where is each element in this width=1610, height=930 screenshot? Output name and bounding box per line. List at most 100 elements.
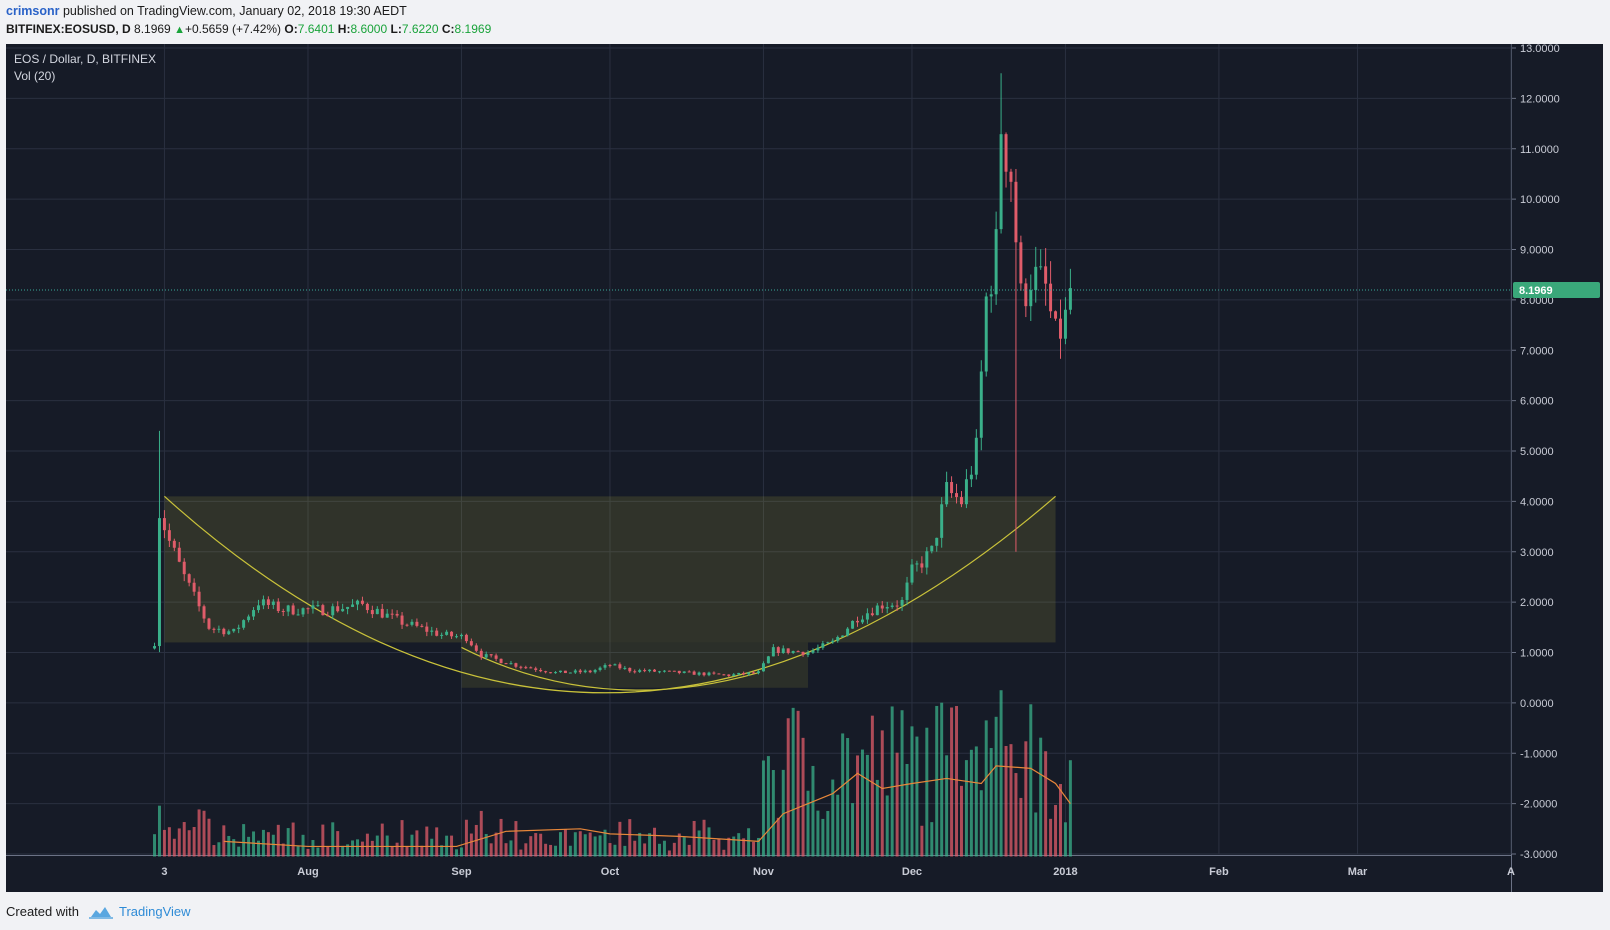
candle-body — [242, 620, 246, 628]
volume-bar — [455, 849, 458, 857]
volume-bar — [360, 841, 364, 857]
volume-bar — [969, 749, 973, 857]
candle-body — [697, 672, 701, 675]
candle-body — [558, 670, 562, 673]
candle-body — [316, 605, 320, 607]
volume-bar — [489, 843, 493, 857]
candle-body — [964, 479, 968, 505]
volume-bar — [563, 828, 567, 857]
volume-bar — [316, 847, 320, 857]
tradingview-logo-icon — [88, 906, 113, 919]
volume-bar — [692, 820, 696, 857]
candle-body — [321, 605, 325, 616]
candle-body — [865, 613, 869, 620]
volume-bar — [613, 844, 617, 857]
volume-bar — [653, 827, 657, 857]
candle-body — [969, 474, 973, 480]
price-tick-label: 5.0000 — [1520, 446, 1554, 458]
volume-bar — [1068, 760, 1072, 857]
volume-bar — [351, 840, 355, 857]
volume-bar — [870, 715, 874, 857]
volume-bar — [603, 829, 607, 857]
candle-body — [771, 647, 775, 657]
candle-body — [1019, 242, 1023, 284]
candle-body — [885, 606, 889, 609]
candle-body — [400, 615, 404, 625]
candle-body — [365, 603, 369, 611]
candle-body — [677, 670, 681, 674]
volume-bar — [1044, 751, 1048, 857]
volume-bar — [920, 825, 924, 857]
volume-bar — [895, 752, 899, 857]
candle-body — [291, 605, 295, 615]
volume-bar — [831, 779, 835, 857]
candle-body — [895, 605, 899, 607]
volume-bar — [464, 819, 468, 857]
price-chart[interactable]: 13.0000 12.0000 11.0000 10.0000 9.0000 8.0000… — [6, 43, 1603, 892]
candle-body — [301, 608, 305, 615]
candle-body — [380, 608, 384, 618]
volume-bar — [836, 794, 840, 857]
volume-bar — [826, 810, 830, 857]
volume-bar — [712, 839, 716, 857]
volume-bar — [687, 844, 691, 857]
candle-body — [207, 618, 211, 629]
candle-body — [440, 634, 444, 636]
candle-body — [702, 672, 706, 676]
volume-bar — [583, 834, 587, 857]
price-tick-label: 2.0000 — [1520, 597, 1554, 609]
candle-body — [658, 671, 661, 673]
tradingview-link[interactable]: TradingView — [118, 904, 191, 919]
volume-bar — [717, 838, 721, 857]
chart-canvas[interactable]: 13.000012.000011.000010.00009.00008.0000… — [6, 43, 1603, 892]
candle-body — [192, 582, 196, 592]
candle-body — [1039, 266, 1043, 268]
volume-bar — [187, 830, 191, 857]
candle-body — [747, 672, 751, 675]
candle-body — [648, 669, 652, 672]
candle-body — [598, 667, 602, 671]
volume-bar — [875, 779, 879, 857]
volume-bar — [806, 790, 810, 857]
candle-body — [479, 650, 483, 658]
candle-body — [831, 640, 835, 643]
candle-body — [212, 628, 216, 630]
volume-bar — [341, 845, 345, 857]
volume-bar — [1063, 822, 1067, 857]
candle-body — [356, 600, 359, 605]
candle-body — [722, 674, 726, 676]
volume-bar — [365, 833, 369, 857]
volume-bar — [1014, 773, 1018, 857]
volume-bar — [752, 841, 756, 857]
candle-body — [227, 631, 231, 635]
volume-bar — [846, 738, 850, 857]
candle-body — [519, 666, 523, 668]
volume-bar — [598, 835, 602, 857]
candle-body — [286, 605, 290, 612]
candle-body — [672, 670, 676, 672]
volume-bar — [400, 820, 404, 857]
volume-bar — [935, 705, 939, 857]
volume-bar — [722, 849, 726, 857]
candle-body — [420, 625, 424, 627]
volume-bar — [1019, 797, 1023, 857]
volume-bar — [1029, 704, 1033, 857]
candle-body — [331, 606, 335, 616]
author-link[interactable]: crimsonr — [6, 4, 60, 18]
handle-arc — [461, 646, 759, 691]
candle-body — [578, 670, 582, 673]
volume-bar — [737, 833, 741, 857]
candle-body — [836, 637, 840, 641]
candle-body — [232, 628, 236, 632]
published-text: published on TradingView.com, January 02… — [62, 4, 407, 18]
candle-body — [1049, 283, 1053, 312]
candle-body — [653, 669, 657, 672]
candle-body — [1044, 266, 1048, 284]
close-value: 8.1969 — [454, 22, 492, 36]
volume-bar — [682, 837, 686, 857]
price-tick-label: 12.0000 — [1520, 93, 1560, 105]
volume-bar — [479, 810, 483, 857]
volume-bar — [440, 845, 444, 857]
volume-bar — [494, 832, 498, 857]
candle-body — [1054, 311, 1058, 319]
